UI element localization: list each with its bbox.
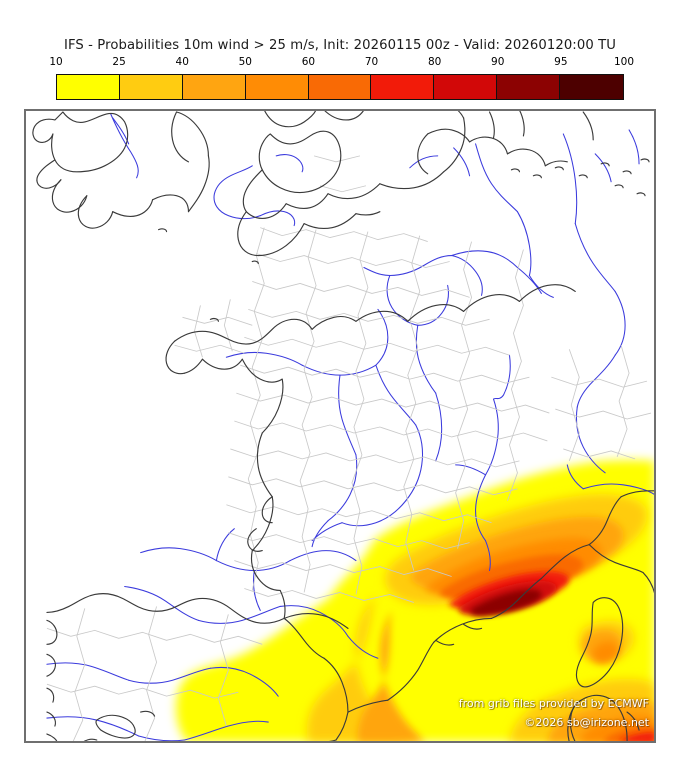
map-frame: from grib files provided by ECMWF ©2026 …	[24, 109, 656, 743]
colorbar-segment-25-40	[119, 75, 183, 99]
colorbar-segment-40-50	[182, 75, 246, 99]
colorbar-strip	[56, 74, 624, 100]
colorbar-tick-80: 80	[427, 56, 442, 68]
colorbar-segment-70-80	[371, 75, 435, 99]
colorbar-tick-50: 50	[238, 56, 252, 68]
colorbar-segment-10-25	[57, 75, 120, 99]
page-title: IFS - Probabilities 10m wind > 25 m/s, I…	[63, 38, 617, 53]
colorbar-segment-50-60	[245, 75, 309, 99]
colorbar-segment-90-95	[497, 75, 560, 99]
colorbar-segment-80-90	[434, 75, 498, 99]
admin-boundaries-layer	[46, 155, 652, 742]
colorbar-tick-100: 100	[613, 56, 635, 68]
colorbar-segment-95-100	[560, 75, 623, 99]
copyright-credit: ©2026 sb@irizone.net	[524, 716, 649, 729]
prob-band-90	[470, 589, 542, 616]
colorbar-tick-90: 90	[491, 56, 505, 68]
colorbar-tick-70: 70	[364, 56, 379, 68]
colorbar-tick-40: 40	[175, 56, 189, 68]
colorbar-tick-25: 25	[112, 56, 126, 68]
data-source-credit: from grib files provided by ECMWF	[458, 697, 649, 710]
rivers-layer	[46, 113, 655, 742]
colorbar-segment-60-70	[308, 75, 372, 99]
colorbar: 10 25 40 50 60 70 80 90 95 100	[49, 56, 634, 102]
map-border	[25, 110, 655, 742]
coastline-layer	[32, 110, 655, 742]
forecast-map	[25, 110, 655, 742]
colorbar-tick-10: 10	[49, 56, 63, 68]
colorbar-tick-95: 95	[554, 56, 568, 68]
colorbar-tick-labels: 10 25 40 50 60 70 80 90 95 100	[49, 56, 634, 72]
probability-field	[176, 460, 655, 742]
colorbar-tick-60: 60	[301, 56, 316, 68]
